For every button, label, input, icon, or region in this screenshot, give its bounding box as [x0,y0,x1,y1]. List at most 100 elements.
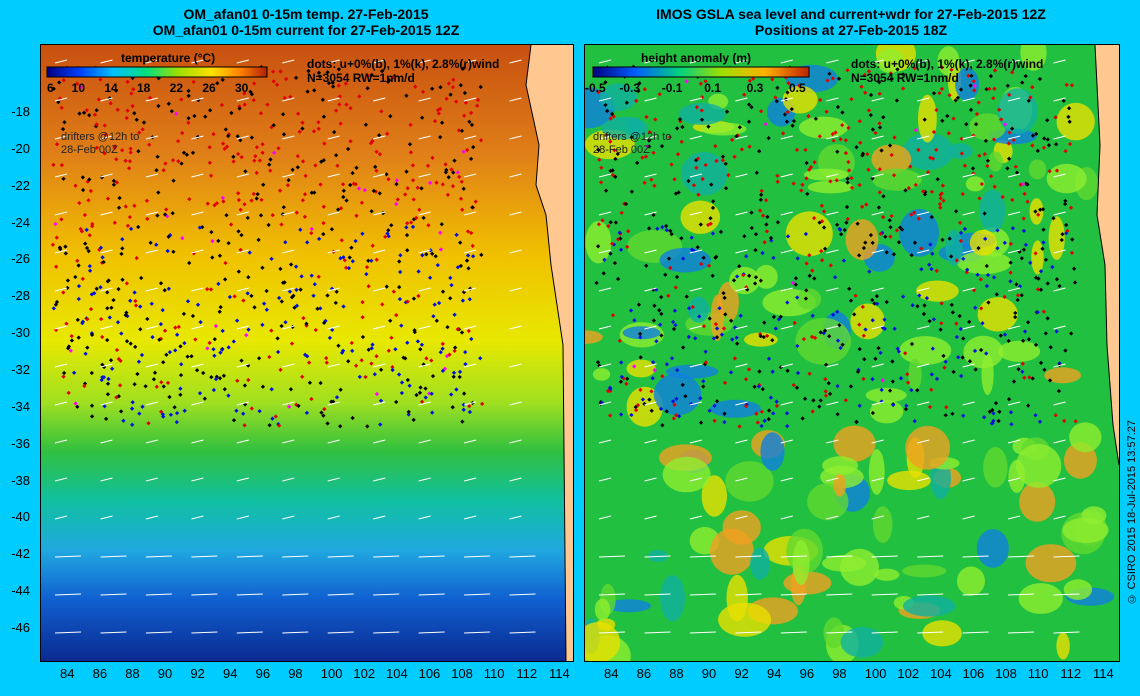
anomaly-blob [594,598,611,621]
current-arrow [780,631,807,634]
drifter-dot [287,404,292,409]
drifter-dot [640,397,646,402]
drifter-dot [1014,282,1019,287]
drifter-dot [260,265,265,270]
drifter-dot [279,299,284,304]
current-arrow [464,555,491,558]
drifter-dot [94,286,99,291]
drifter-dot [258,213,264,218]
drifter-dot [824,109,829,114]
drifter-dot [405,248,410,253]
anomaly-blob [1019,482,1056,522]
drifter-dot [934,376,940,382]
drifter-dot [374,168,379,173]
drifter-dot [618,379,624,384]
current-arrow [962,555,989,558]
drifter-dot [866,69,872,74]
current-arrow [598,401,612,406]
drifter-dot [237,106,242,111]
latitude-axis-labels: -18 -20 -22 -24 -26 -28 -30 -32 -34 -36 -38 -40 -42-… [0,44,34,660]
current-arrow [1007,97,1021,102]
anomaly-blob [979,189,1006,233]
latitude-label: -38 [11,472,30,488]
anomaly-blob [599,83,637,111]
drifter-dot [369,361,374,366]
drifter-dot [842,227,847,233]
drifter-dot [86,198,91,203]
drifter-dot [248,89,253,94]
drifter-dot [726,172,731,178]
drifter-dot [672,308,678,313]
drifter-dot [870,240,875,246]
drifter-dot [197,225,202,230]
drifter-dot [955,95,961,100]
drifter-dot [764,229,770,234]
drifter-dot [927,262,932,267]
drifter-dot [449,167,454,172]
current-arrow [598,135,612,140]
longitude-label: 92 [734,666,749,681]
drifter-dot [950,310,955,315]
drifter-dot [819,203,825,208]
current-arrow [689,59,703,64]
drifter-dot [145,216,150,222]
drifter-dot [1061,98,1066,104]
current-arrow [871,401,884,406]
drifter-dot [880,378,885,383]
current-arrow [1053,59,1066,64]
drifter-dot [94,122,99,127]
drifter-dot [187,260,192,266]
drifter-dot [160,307,165,313]
drifter-dot [430,373,436,379]
current-arrow [962,135,975,140]
drifter-dot [216,238,221,244]
drifter-dot [423,386,428,391]
current-arrow [1053,439,1066,444]
drifter-dot [378,422,383,427]
drifter-dot [1035,148,1040,154]
latitude-label: -18 [11,104,30,119]
drifter-dot [860,151,866,156]
anomaly-blob [725,461,774,502]
current-arrow [735,439,748,444]
drifter-dot [913,182,918,188]
current-arrow [327,97,340,102]
drifter-dot [669,231,674,237]
drifter-dot [119,251,124,257]
drifter-dot [807,371,812,376]
current-arrow [917,211,930,216]
drifter-dot [128,298,133,303]
current-arrow [917,593,944,596]
drifter-dot [218,350,223,355]
left-panel-title: OM_afan01 0-15m temp. 27-Feb-2015 OM_afa… [40,6,572,38]
drifter-dot [120,148,125,153]
latitude-label: -46 [11,619,30,635]
current-arrow [917,59,930,64]
drifter-dot [881,194,886,199]
drifter-dot [378,367,384,372]
drifter-dot [1013,310,1018,316]
drifter-dot [51,162,56,168]
drifter-dot [211,131,216,137]
drifter-dot [254,170,259,176]
drifter-dot [596,89,601,95]
drifter-dot [171,249,176,254]
drifter-dot [663,223,669,229]
longitude-label: 104 [386,666,408,681]
current-arrow [917,439,930,444]
drifter-dot [226,133,231,139]
current-arrow [598,211,612,216]
current-arrow [282,135,295,140]
drifter-dot [637,331,643,337]
drifter-dot [59,162,65,168]
current-arrow [962,515,975,520]
drifter-dot [334,289,339,294]
current-arrow [780,439,793,444]
drifter-dot [469,230,474,236]
drifter-dot [377,152,383,157]
drifter-dot [880,214,886,220]
drifter-dot [120,246,125,251]
drifter-dot [953,209,959,214]
drifter-dot [311,293,316,298]
drifter-dot [127,159,133,164]
